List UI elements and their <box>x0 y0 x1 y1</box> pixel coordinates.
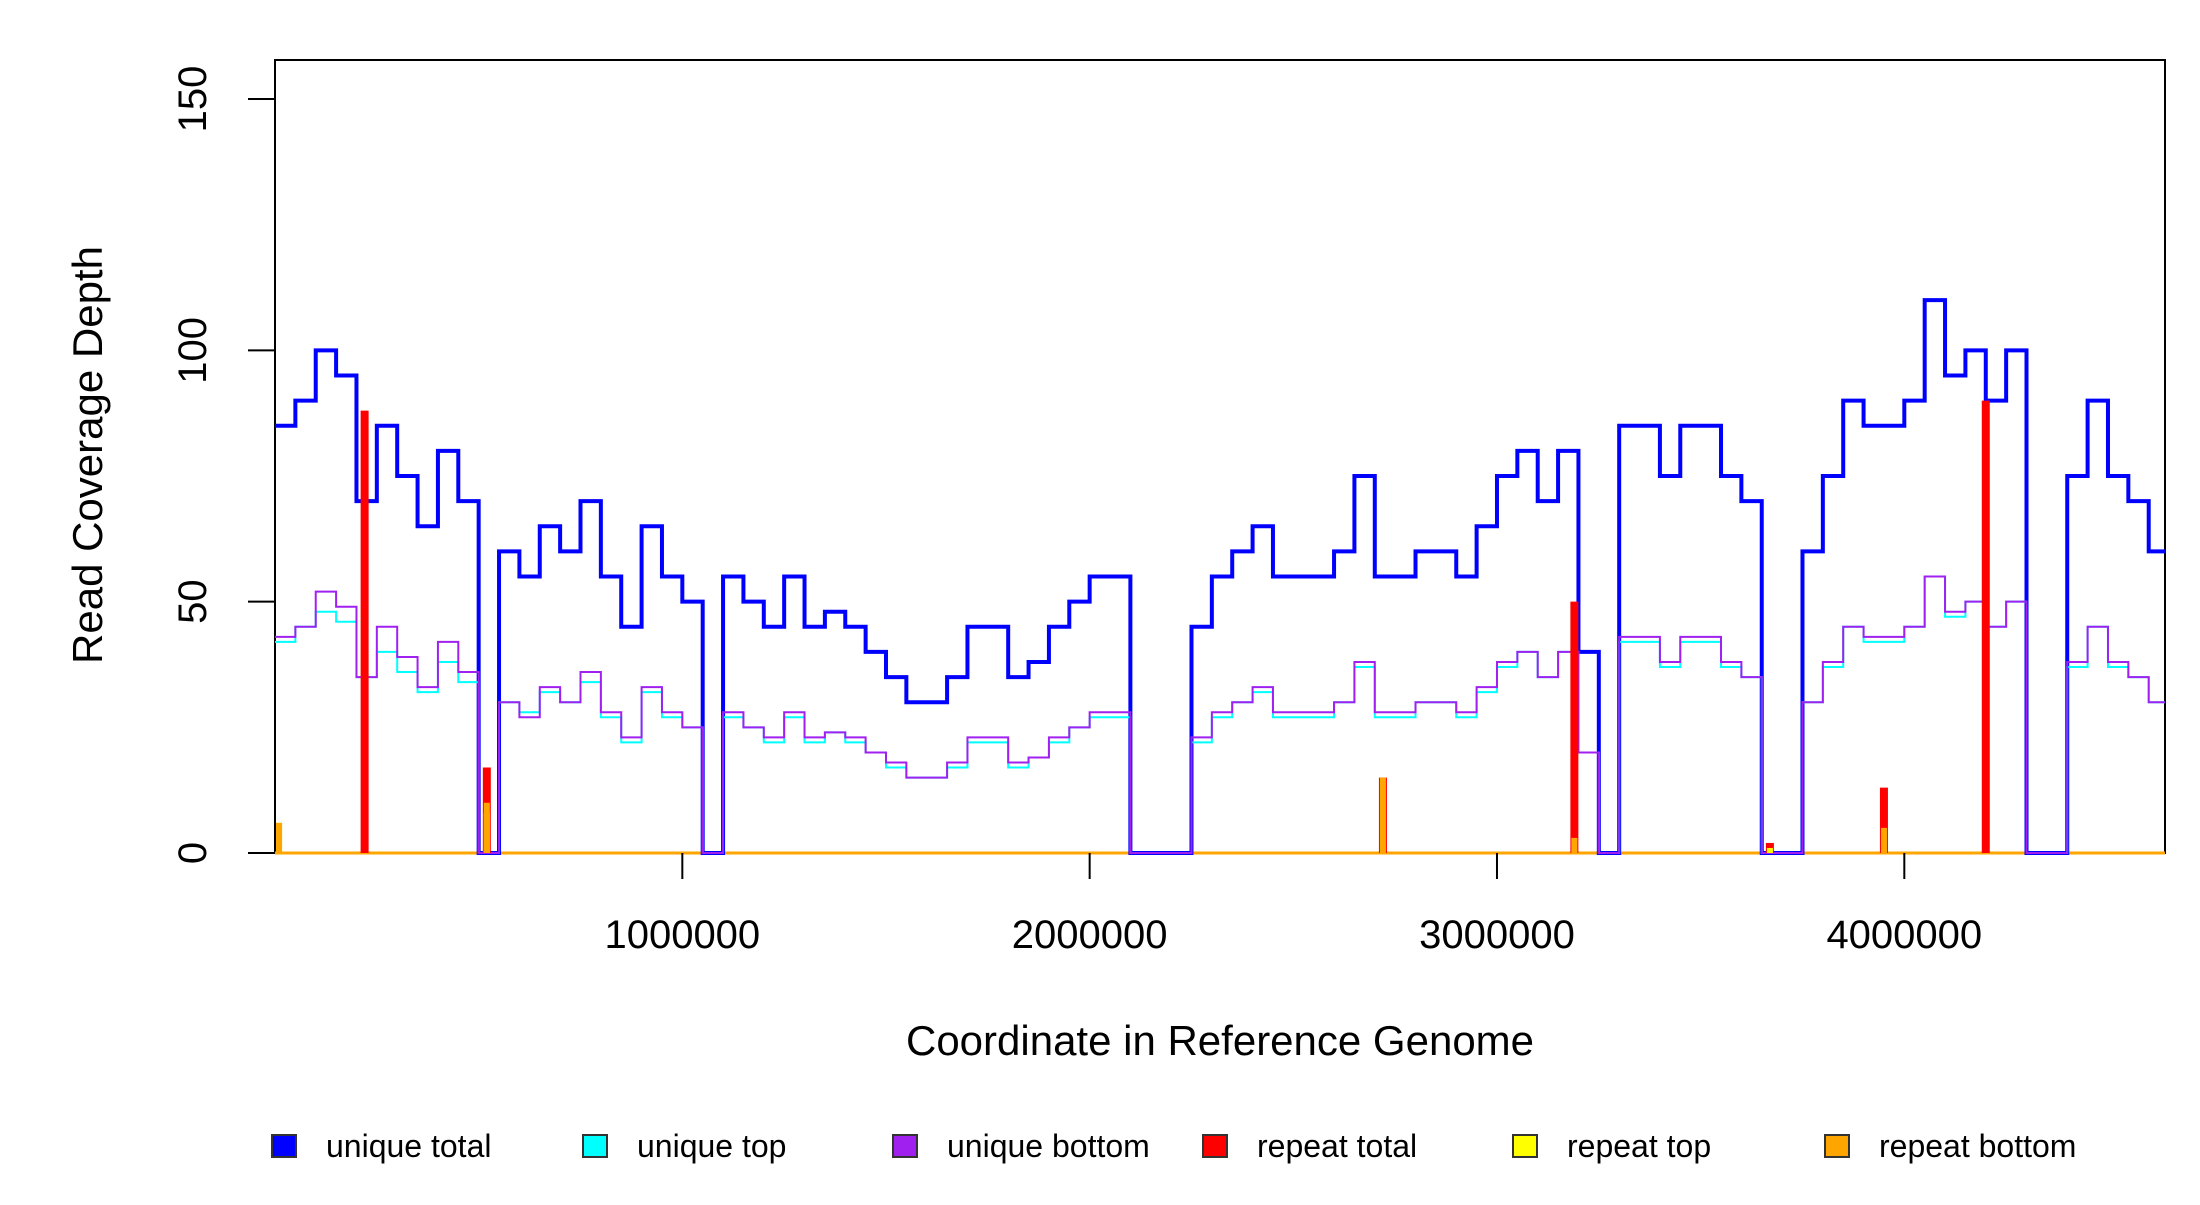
legend-label-unique-bottom: unique bottom <box>947 1128 1150 1164</box>
y-axis-title: Read Coverage Depth <box>64 246 111 664</box>
legend-label-repeat-total: repeat total <box>1257 1128 1417 1164</box>
legend-swatch-repeat-total <box>1202 1134 1228 1158</box>
legend-swatch-repeat-bottom <box>1824 1134 1850 1158</box>
y-tick-label: 150 <box>171 66 215 133</box>
x-axis-title: Coordinate in Reference Genome <box>906 1017 1534 1064</box>
y-tick-label: 50 <box>171 579 215 624</box>
series-layer <box>275 298 2165 855</box>
legend-swatch-unique-bottom <box>892 1134 918 1158</box>
x-tick-label: 2000000 <box>1012 913 1168 957</box>
y-tick-label: 100 <box>171 317 215 384</box>
legend-label-unique-total: unique total <box>326 1128 491 1164</box>
x-tick-label: 1000000 <box>604 913 760 957</box>
legend-swatch-unique-top <box>582 1134 608 1158</box>
unique-bottom-line <box>275 575 2165 854</box>
plot-frame <box>274 59 2166 854</box>
unique-total-line <box>275 298 2165 855</box>
legend-swatch-repeat-top <box>1512 1134 1538 1158</box>
x-tick-label: 3000000 <box>1419 913 1575 957</box>
y-tick-label: 0 <box>171 842 215 864</box>
legend: unique total unique top unique bottom repea… <box>271 1128 2076 1164</box>
legend-label-unique-top: unique top <box>637 1128 786 1164</box>
legend-label-repeat-bottom: repeat bottom <box>1879 1128 2076 1164</box>
legend-swatch-unique-total <box>271 1134 297 1158</box>
axis-layer: 1000000 2000000 3000000 4000000 0 50 100 150 <box>171 66 1982 957</box>
x-tick-label: 4000000 <box>1826 913 1982 957</box>
legend-label-repeat-top: repeat top <box>1567 1128 1711 1164</box>
